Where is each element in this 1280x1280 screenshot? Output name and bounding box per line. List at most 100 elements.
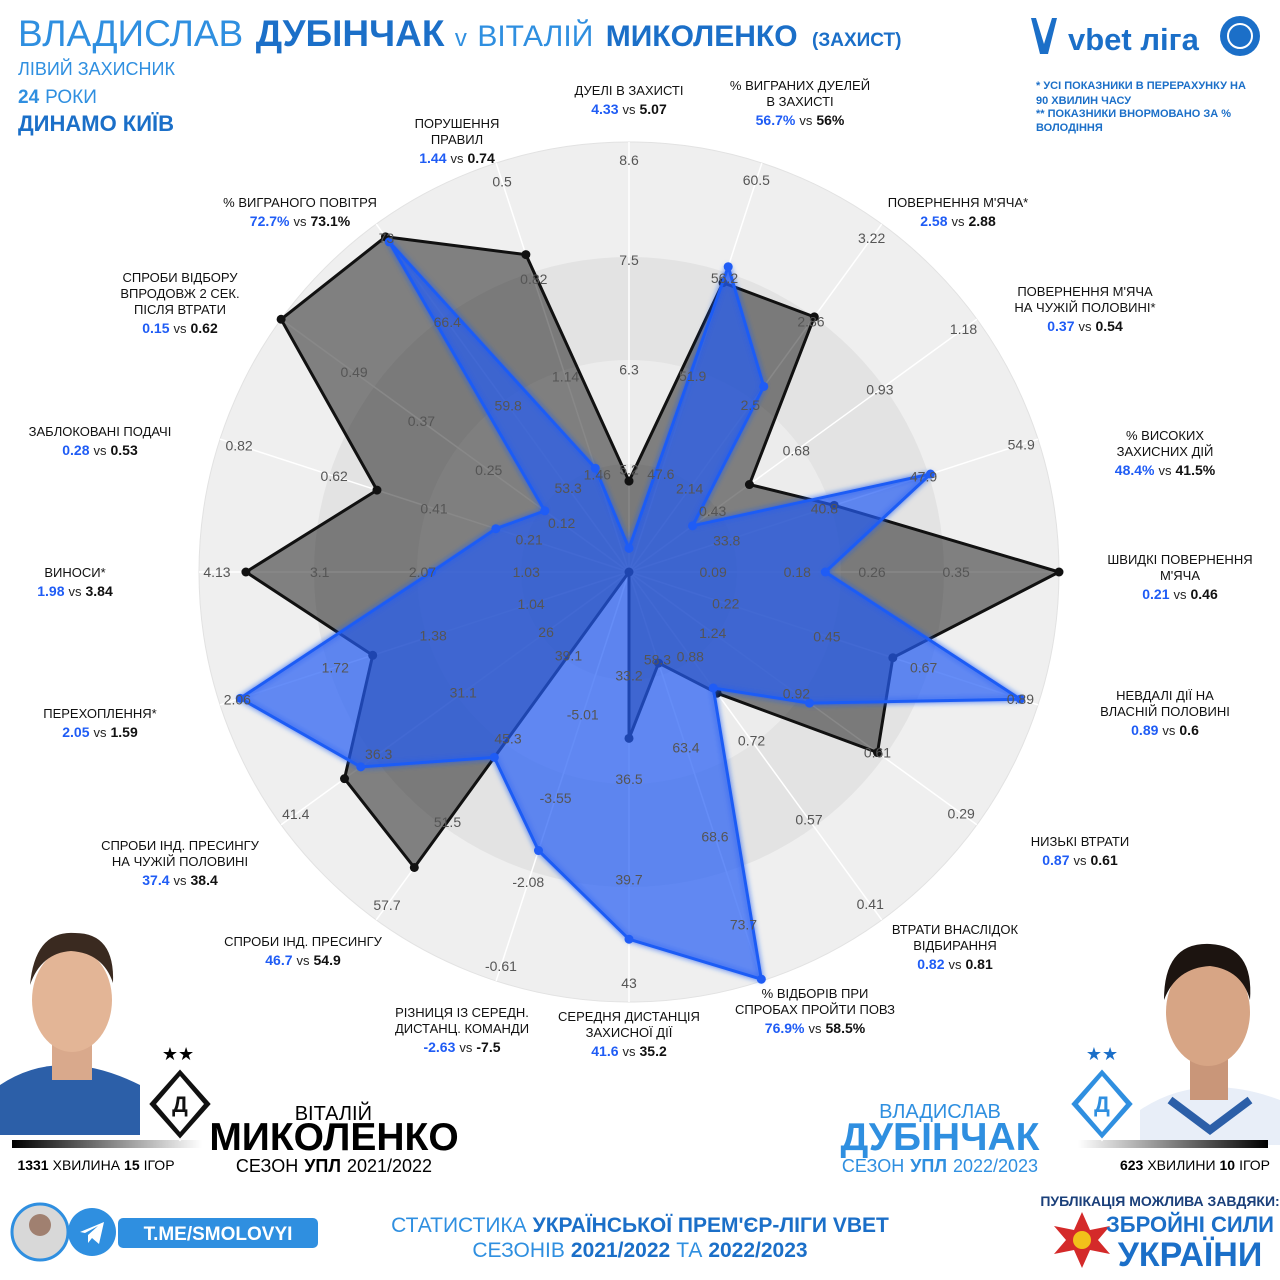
point — [356, 762, 366, 772]
separator: vs — [94, 725, 108, 740]
tick-label: 1.14 — [552, 369, 579, 385]
point — [820, 567, 830, 577]
tick-label: 73 — [379, 230, 395, 246]
tick-label: 0.92 — [783, 686, 810, 702]
minutes-label: ХВИЛИНА — [53, 1157, 121, 1173]
axis-label: ПІСЛЯ ВТРАТИ — [134, 302, 226, 317]
axis-label: ПРАВИЛ — [431, 132, 483, 147]
tick-label: 5.2 — [619, 461, 639, 477]
axis-values: 0.37 vs 0.54 — [1047, 318, 1123, 334]
tick-label: 0.82 — [520, 271, 547, 287]
tick-label: 0.43 — [699, 503, 726, 519]
tick-label: 2.07 — [409, 564, 436, 580]
axis-values: 76.9% vs 58.5% — [765, 1020, 866, 1036]
point — [241, 567, 251, 577]
title-role: (ЗАХИСТ) — [812, 30, 901, 51]
axis-values: 2.05 vs 1.59 — [62, 724, 138, 740]
separator: vs — [94, 443, 108, 458]
tick-label: 58.3 — [644, 652, 671, 668]
tick-label: 41.4 — [282, 806, 309, 822]
value-label: 5.07 — [640, 101, 667, 117]
stars: ★★ — [1086, 1044, 1118, 1064]
point — [872, 748, 882, 758]
separator: vs — [1074, 853, 1088, 868]
tick-label: 0.37 — [408, 413, 435, 429]
footer-text: ТА — [676, 1239, 702, 1262]
season-label: СЕЗОН — [236, 1156, 298, 1176]
title-opp-first: ВІТАЛІЙ — [477, 19, 593, 53]
axis-label: ВІДБИРАННЯ — [913, 938, 997, 953]
left-player-photo — [0, 932, 140, 1135]
league: УПЛ — [304, 1156, 341, 1176]
notes: * УСІ ПОКАЗНИКИ В ПЕРЕРАХУНКУ НА 90 ХВИЛ… — [1036, 80, 1246, 134]
tick-label: 2.5 — [741, 397, 761, 413]
separator: vs — [294, 214, 308, 229]
footer-text: УКРАЇНСЬКОЇ ПРЕМ'ЄР-ЛІГИ VBET — [533, 1214, 889, 1237]
value-label: 76.9% — [765, 1020, 805, 1036]
value-label: 72.7% — [250, 213, 290, 229]
axis-label: СЕРЕДНЯ ДИСТАНЦІЯ — [558, 1009, 700, 1024]
value-label: 0.74 — [468, 150, 495, 166]
separator: vs — [451, 151, 465, 166]
axis-label: РІЗНИЦЯ ІЗ СЕРЕДН. — [395, 1005, 529, 1020]
separator: vs — [459, 1040, 473, 1055]
team: ДИНАМО КИЇВ — [18, 111, 174, 136]
tick-label: 47.6 — [647, 466, 674, 482]
tick-label: 0.61 — [864, 745, 891, 761]
value-label: 0.89 — [1131, 722, 1158, 738]
tick-label: 0.5 — [492, 173, 512, 189]
age: 24 — [18, 87, 40, 108]
channel: T.ME/SMOLOVYI — [144, 1224, 293, 1245]
footer-text: 2021/2022 — [571, 1239, 670, 1262]
note-line: 90 ХВИЛИН ЧАСУ — [1036, 95, 1131, 107]
tick-label: 63.4 — [672, 739, 699, 755]
value-label: 2.58 — [920, 213, 947, 229]
axis-label: НИЗЬКІ ВТРАТИ — [1031, 834, 1129, 849]
point — [540, 506, 550, 516]
value-label: 0.37 — [1047, 318, 1074, 334]
value-label: 0.21 — [1142, 586, 1169, 602]
point — [759, 381, 769, 391]
right-bar — [1078, 1140, 1268, 1148]
left-first-name: ВІТАЛІЙ — [295, 1101, 372, 1125]
axis-label: НЕВДАЛІ ДІЇ НА — [1116, 688, 1214, 703]
point — [409, 862, 419, 872]
value-label: 4.33 — [591, 101, 618, 117]
tick-label: 0.29 — [948, 805, 975, 821]
tick-label: 1.72 — [322, 659, 349, 675]
left-last-name: МИКОЛЕНКО — [209, 1116, 458, 1159]
tick-label: -2.08 — [512, 874, 544, 890]
tick-label: 39.1 — [555, 647, 582, 663]
separator: vs — [1174, 587, 1188, 602]
value-label: 41.5% — [1176, 462, 1216, 478]
tick-label: 56.2 — [711, 270, 738, 286]
point — [235, 693, 245, 703]
axis-values: 0.28 vs 0.53 — [62, 442, 138, 458]
tick-label: 0.41 — [857, 896, 884, 912]
tick-label: 0.21 — [516, 532, 543, 548]
tick-label: 36.3 — [365, 746, 392, 762]
tick-label: 0.68 — [783, 442, 810, 458]
axis-label: НА ЧУЖІЙ ПОЛОВИНІ — [112, 854, 248, 869]
point — [624, 476, 634, 486]
right-season: СЕЗОН УПЛ 2022/2023 — [842, 1156, 1038, 1176]
point — [804, 698, 814, 708]
axis-values: 4.33 vs 5.07 — [591, 101, 667, 117]
tick-label: 57.7 — [373, 897, 400, 913]
tick-label: 40.8 — [811, 501, 838, 517]
separator: vs — [952, 214, 966, 229]
minutes: 623 — [1120, 1157, 1144, 1173]
axis-label: ДИСТАНЦ. КОМАНДИ — [395, 1021, 529, 1036]
minutes: 1331 — [17, 1157, 48, 1173]
value-label: 3.84 — [86, 583, 113, 599]
point — [533, 846, 543, 856]
note-line: ** ПОКАЗНИКИ ВНОРМОВАНО ЗА % — [1036, 108, 1231, 120]
value-label: 56.7% — [756, 112, 796, 128]
left-club-logo: Д — [146, 1066, 214, 1142]
value-label: 0.46 — [1191, 586, 1218, 602]
tick-label: 59.8 — [495, 398, 522, 414]
title-first: ВЛАДИСЛАВ — [18, 13, 243, 54]
position: ЛІВИЙ ЗАХИСНИК — [18, 58, 175, 79]
tick-label: 0.62 — [321, 468, 348, 484]
title: ВЛАДИСЛАВ ДУБІНЧАК v ВІТАЛІЙ МИКОЛЕНКО (… — [18, 13, 901, 54]
